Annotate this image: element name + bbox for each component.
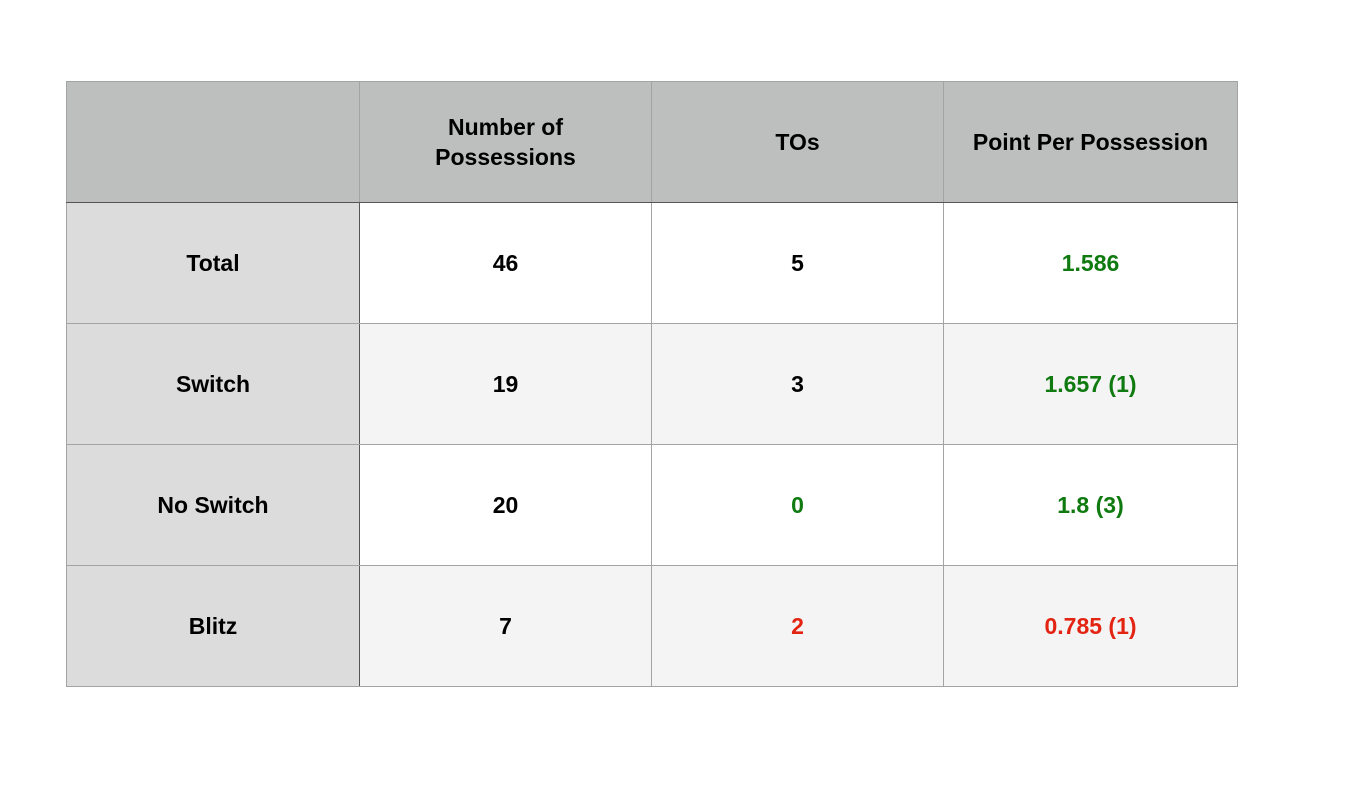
tos-cell: 3	[651, 323, 944, 445]
table-row: No Switch 20 0 1.8 (3)	[66, 444, 1238, 566]
table-row: Switch 19 3 1.657 (1)	[66, 323, 1238, 445]
possessions-cell: 19	[359, 323, 652, 445]
ppp-cell: 0.785 (1)	[943, 565, 1238, 687]
possessions-cell: 7	[359, 565, 652, 687]
header-possessions: Number of Possessions	[359, 81, 652, 203]
header-tos: TOs	[651, 81, 944, 203]
row-label: Blitz	[66, 565, 360, 687]
corner-cell	[66, 81, 360, 203]
tos-cell: 5	[651, 202, 944, 324]
header-row: Number of Possessions TOs Point Per Poss…	[66, 81, 1238, 203]
header-ppp: Point Per Possession	[943, 81, 1238, 203]
ppp-cell: 1.657 (1)	[943, 323, 1238, 445]
table-row: Blitz 7 2 0.785 (1)	[66, 565, 1238, 687]
possessions-cell: 46	[359, 202, 652, 324]
ppp-cell: 1.8 (3)	[943, 444, 1238, 566]
tos-cell: 0	[651, 444, 944, 566]
stats-table: Number of Possessions TOs Point Per Poss…	[66, 81, 1238, 687]
tos-cell: 2	[651, 565, 944, 687]
possessions-cell: 20	[359, 444, 652, 566]
table-row: Total 46 5 1.586	[66, 202, 1238, 324]
row-label: Total	[66, 202, 360, 324]
row-label: No Switch	[66, 444, 360, 566]
row-label: Switch	[66, 323, 360, 445]
ppp-cell: 1.586	[943, 202, 1238, 324]
